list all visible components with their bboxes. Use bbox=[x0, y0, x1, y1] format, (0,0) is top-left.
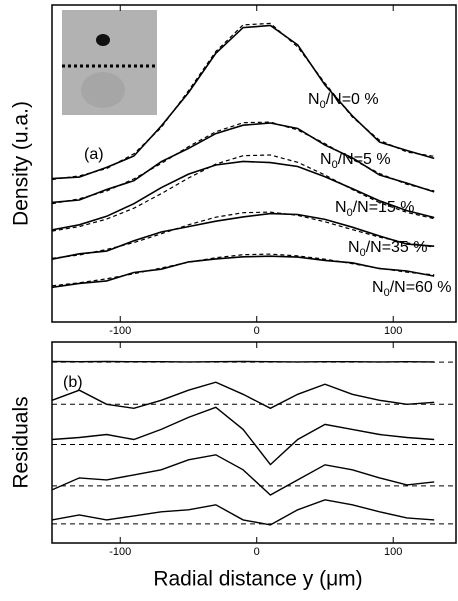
density-curve bbox=[51, 122, 435, 204]
density-curve bbox=[51, 255, 435, 289]
label-sub: 0 bbox=[320, 99, 326, 111]
series-label: N0/N=35 % bbox=[348, 239, 428, 259]
label-rest: /N=35 % bbox=[366, 239, 428, 256]
label-sub: 0 bbox=[347, 207, 353, 219]
x-tick-label: 0 bbox=[254, 546, 260, 558]
label-sub: 0 bbox=[384, 287, 390, 299]
x-tick-label: -100 bbox=[109, 546, 131, 558]
series-label: N0/N=60 % bbox=[372, 279, 452, 299]
label-n: N bbox=[372, 279, 384, 296]
density-curve bbox=[51, 212, 435, 260]
label-rest: /N=15 % bbox=[353, 199, 415, 216]
y-axis-label: Residuals bbox=[10, 396, 33, 488]
plot-frame bbox=[51, 4, 457, 323]
x-tick-label: -100 bbox=[109, 325, 131, 337]
y-axis-label: Density (u.a.) bbox=[10, 101, 33, 226]
panel-label: (a) bbox=[84, 146, 104, 163]
x-tick-label: 0 bbox=[254, 325, 260, 337]
x-axis-label: Radial distance y (μm) bbox=[153, 568, 362, 591]
label-n: N bbox=[308, 91, 320, 108]
label-sub: 0 bbox=[332, 159, 338, 171]
density-curve bbox=[51, 160, 435, 231]
label-rest: /N=0 % bbox=[326, 91, 379, 108]
inset-halo bbox=[81, 72, 125, 108]
residual-curve bbox=[51, 381, 435, 410]
plot-frame bbox=[51, 341, 457, 544]
label-rest: /N=60 % bbox=[390, 279, 452, 296]
label-n: N bbox=[335, 199, 347, 216]
inset-spot bbox=[96, 34, 110, 46]
label-sub: 0 bbox=[360, 247, 366, 259]
density-curve bbox=[51, 24, 435, 180]
fit-curve bbox=[51, 154, 435, 232]
label-rest: /N=5 % bbox=[338, 151, 391, 168]
series-label: N0/N=5 % bbox=[320, 151, 391, 171]
series-label: N0/N=0 % bbox=[308, 91, 379, 111]
residual-curve bbox=[51, 454, 435, 496]
label-n: N bbox=[348, 239, 360, 256]
label-n: N bbox=[320, 151, 332, 168]
x-tick-label: 100 bbox=[384, 546, 402, 558]
residual-curve bbox=[51, 406, 435, 466]
series-label: N0/N=15 % bbox=[335, 199, 415, 219]
residual-curve bbox=[51, 499, 435, 526]
panel-label: (b) bbox=[63, 374, 83, 391]
x-tick-label: 100 bbox=[384, 325, 402, 337]
